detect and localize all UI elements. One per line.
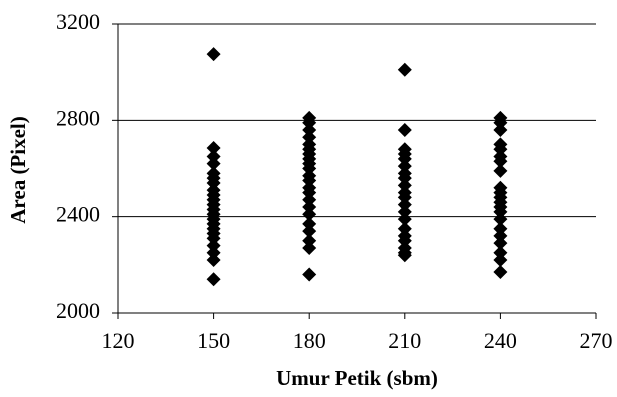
point: [397, 197, 412, 212]
point: [302, 267, 317, 282]
point: [206, 149, 221, 164]
x-tick-label: 120: [102, 328, 135, 353]
y-tick-label: 2000: [56, 298, 100, 323]
point: [302, 161, 317, 176]
point: [397, 151, 412, 166]
point: [397, 212, 412, 227]
point: [493, 115, 508, 130]
point: [206, 238, 221, 253]
point: [302, 122, 317, 137]
point: [302, 192, 317, 207]
point: [493, 221, 508, 236]
point: [493, 212, 508, 227]
point: [493, 245, 508, 260]
point: [302, 240, 317, 255]
point: [206, 156, 221, 171]
point: [397, 122, 412, 137]
point: [397, 233, 412, 248]
x-tick-label: 210: [388, 328, 421, 353]
point: [302, 173, 317, 188]
point: [493, 142, 508, 157]
point: [206, 47, 221, 62]
point: [397, 171, 412, 186]
point: [302, 216, 317, 231]
point: [493, 154, 508, 169]
point: [493, 228, 508, 243]
point: [493, 265, 508, 280]
point: [397, 204, 412, 219]
point: [302, 207, 317, 222]
point: [493, 204, 508, 219]
point: [493, 122, 508, 137]
point: [206, 245, 221, 260]
point: [302, 224, 317, 239]
point: [493, 163, 508, 178]
x-axis-label: Umur Petik (sbm): [276, 366, 438, 390]
point: [206, 175, 221, 190]
point: [302, 115, 317, 130]
y-axis-label: Area (Pixel): [6, 116, 30, 223]
x-tick-label: 150: [197, 328, 230, 353]
point: [493, 253, 508, 268]
point: [397, 221, 412, 236]
y-tick-label: 3200: [56, 9, 100, 34]
point: [493, 236, 508, 251]
point: [397, 178, 412, 193]
x-tick-label: 240: [484, 328, 517, 353]
point: [206, 141, 221, 156]
point: [397, 159, 412, 174]
point: [302, 185, 317, 200]
y-tick-label: 2400: [56, 202, 100, 227]
point: [206, 231, 221, 246]
point: [397, 62, 412, 77]
point: [302, 233, 317, 248]
x-tick-label: 270: [580, 328, 613, 353]
point: [302, 130, 317, 145]
x-tick-label: 180: [293, 328, 326, 353]
point: [302, 200, 317, 215]
y-tick-label: 2800: [56, 105, 100, 130]
point: [397, 248, 412, 263]
point: [397, 190, 412, 205]
point: [206, 253, 221, 268]
point: [206, 272, 221, 287]
